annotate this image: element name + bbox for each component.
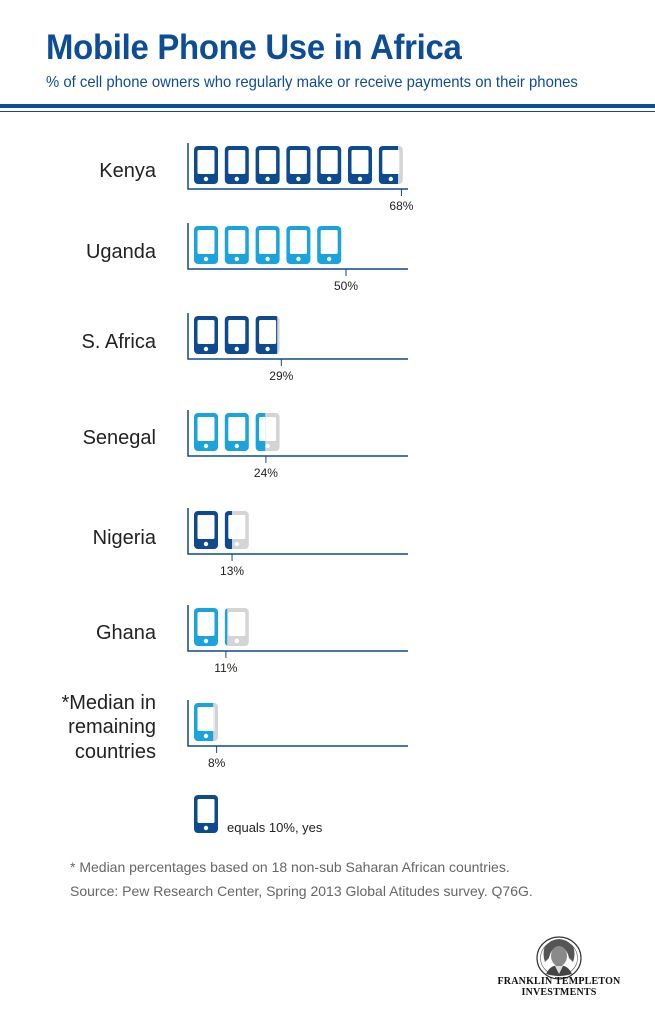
phone-icon (255, 146, 280, 184)
phone-icon (224, 226, 249, 264)
chart-row: Ghana 11% (96, 605, 408, 675)
phone-icon (194, 511, 218, 549)
phone-icon (286, 146, 311, 184)
pictogram-chart: Kenya 68% Uganda 50% S. Africa 29% Senegal 24% N… (61, 143, 414, 835)
phone-icon (224, 146, 249, 184)
category-label: Senegal (83, 427, 156, 449)
phone-icon (317, 146, 342, 184)
row-axis (187, 508, 408, 555)
chart-row: S. Africa 29% (82, 313, 408, 383)
phone-empty-icon (224, 608, 249, 646)
header-rule-thin (0, 111, 655, 112)
phone-icon (194, 146, 218, 184)
category-label: Kenya (99, 160, 157, 182)
phone-partial-icon (255, 413, 266, 451)
legend: equals 10%, yes (194, 795, 323, 835)
phone-partial-icon (224, 608, 228, 646)
chart-row: Uganda 50% (86, 223, 408, 293)
footnote-median: * Median percentages based on 18 non-sub… (70, 859, 510, 875)
category-label: Uganda (86, 241, 157, 263)
phone-partial-icon (378, 146, 398, 184)
value-label: 11% (214, 661, 237, 675)
phone-partial-icon (194, 703, 214, 741)
chart-row: Kenya 68% (99, 143, 414, 213)
row-axis (187, 700, 408, 747)
phone-icon (194, 316, 218, 354)
phone-icon (348, 146, 372, 184)
value-label: 13% (220, 564, 244, 578)
chart-row: Nigeria 13% (93, 508, 408, 578)
row-axis (187, 143, 408, 190)
row-axis (187, 313, 408, 360)
category-label: *Median in (61, 692, 156, 714)
value-label: 50% (334, 279, 358, 293)
row-axis (187, 223, 408, 270)
phone-icon (224, 413, 249, 451)
category-label: Nigeria (93, 527, 157, 549)
footnote-source: Source: Pew Research Center, Spring 2013… (70, 883, 533, 899)
row-axis (187, 410, 408, 457)
phone-icon (194, 795, 218, 833)
phone-partial-icon (255, 316, 278, 354)
value-label: 68% (389, 199, 413, 213)
row-axis (187, 605, 408, 652)
value-label: 24% (254, 466, 278, 480)
phone-icon (255, 226, 280, 264)
chart-row: Senegal 24% (83, 410, 408, 480)
phone-icon (224, 316, 249, 354)
category-label: remaining (68, 716, 156, 738)
phone-partial-icon (224, 511, 233, 549)
franklin-portrait-logo (536, 936, 582, 980)
category-label: countries (75, 741, 156, 763)
logo-subname: INVESTMENTS (521, 987, 597, 998)
phone-icon (317, 226, 342, 264)
logo-name: FRANKLIN TEMPLETON (497, 976, 621, 987)
legend-text: equals 10%, yes (227, 820, 323, 835)
category-label: S. Africa (82, 331, 157, 353)
phone-icon (194, 608, 218, 646)
value-label: 8% (208, 756, 226, 770)
page-subtitle: % of cell phone owners who regularly mak… (46, 74, 578, 91)
phone-icon (286, 226, 311, 264)
phone-icon (194, 413, 218, 451)
phone-icon (194, 226, 218, 264)
value-label: 29% (269, 369, 293, 383)
category-label: Ghana (96, 622, 157, 644)
page-title: Mobile Phone Use in Africa (46, 28, 462, 67)
header-rule-thick (0, 104, 655, 108)
